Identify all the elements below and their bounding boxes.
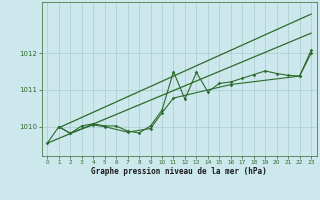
X-axis label: Graphe pression niveau de la mer (hPa): Graphe pression niveau de la mer (hPa)	[91, 167, 267, 176]
